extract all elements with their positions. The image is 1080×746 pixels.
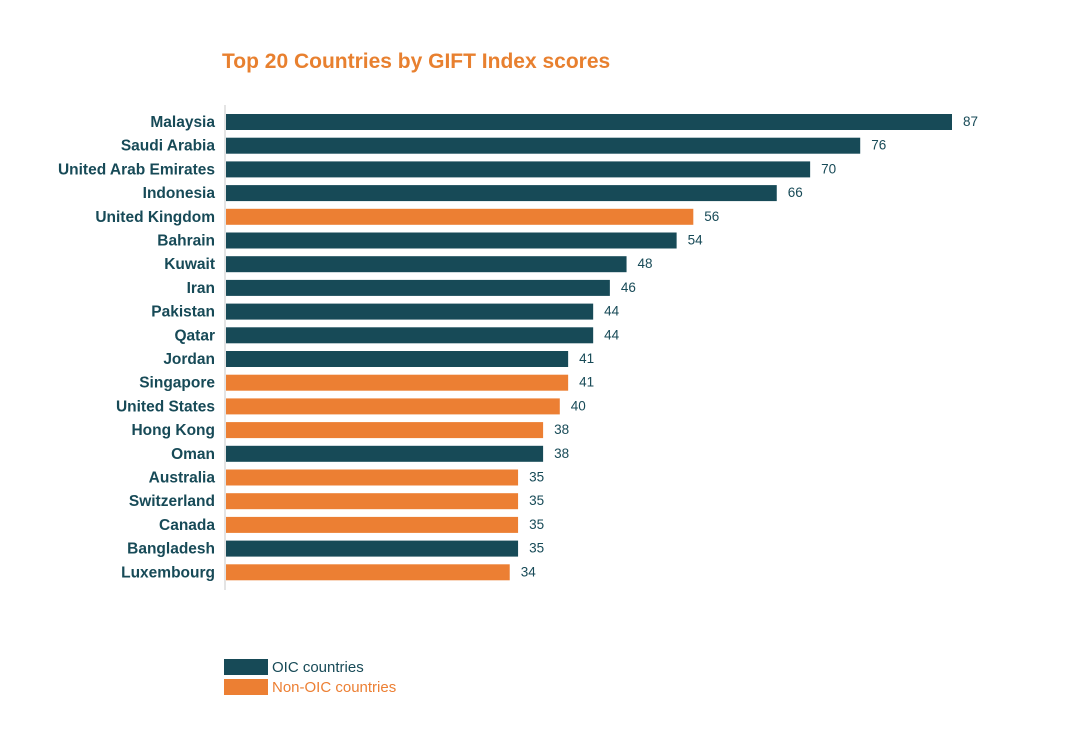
value-label-united-arab-emirates: 70	[821, 161, 836, 176]
bar-switzerland	[226, 493, 519, 510]
legend-swatch-non-oic	[224, 679, 268, 695]
category-label-luxembourg: Luxembourg	[121, 564, 215, 581]
bar-qatar	[226, 327, 594, 344]
bar-united-states	[226, 398, 560, 415]
bar-singapore	[226, 374, 569, 391]
bar-kuwait	[226, 256, 627, 273]
bar-bangladesh	[226, 540, 519, 557]
category-label-switzerland: Switzerland	[129, 493, 215, 510]
value-label-hong-kong: 38	[554, 422, 569, 437]
legend: OIC countries Non-OIC countries	[224, 657, 396, 697]
value-label-indonesia: 66	[788, 185, 803, 200]
legend-label-non-oic: Non-OIC countries	[272, 678, 397, 696]
legend-swatch-oic	[224, 659, 268, 675]
value-label-united-kingdom: 56	[704, 209, 719, 224]
value-label-kuwait: 48	[638, 256, 653, 271]
category-label-united-kingdom: United Kingdom	[95, 209, 215, 226]
bar-canada	[226, 516, 519, 533]
chart-title: Top 20 Countries by GIFT Index scores	[222, 50, 611, 73]
category-label-united-states: United States	[116, 398, 215, 415]
category-label-qatar: Qatar	[175, 327, 216, 344]
bar-united-kingdom	[226, 208, 694, 225]
bar-united-arab-emirates	[226, 161, 811, 178]
legend-item-oic: OIC countries	[224, 657, 396, 677]
bar-iran	[226, 279, 610, 296]
category-label-saudi-arabia: Saudi Arabia	[121, 138, 216, 155]
value-label-iran: 46	[621, 280, 636, 295]
legend-label-oic: OIC countries	[272, 658, 364, 676]
bar-australia	[226, 469, 519, 486]
value-label-switzerland: 35	[529, 493, 544, 508]
category-label-kuwait: Kuwait	[164, 256, 215, 273]
value-label-canada: 35	[529, 517, 544, 532]
category-label-malaysia: Malaysia	[150, 114, 215, 131]
value-label-malaysia: 87	[963, 114, 978, 129]
bar-malaysia	[226, 114, 952, 130]
category-label-iran: Iran	[187, 280, 215, 297]
category-label-jordan: Jordan	[163, 351, 215, 368]
category-label-canada: Canada	[159, 517, 215, 534]
value-label-oman: 38	[554, 446, 569, 461]
category-label-oman: Oman	[171, 446, 215, 463]
category-label-bangladesh: Bangladesh	[127, 541, 215, 558]
bar-indonesia	[226, 185, 777, 202]
value-label-bahrain: 54	[688, 233, 704, 248]
category-label-indonesia: Indonesia	[143, 185, 216, 202]
value-label-pakistan: 44	[604, 304, 620, 319]
category-label-united-arab-emirates: United Arab Emirates	[58, 161, 215, 178]
legend-item-non-oic: Non-OIC countries	[224, 677, 396, 697]
value-label-jordan: 41	[579, 351, 594, 366]
bar-jordan	[226, 351, 569, 367]
category-label-hong-kong: Hong Kong	[131, 422, 215, 439]
category-label-australia: Australia	[149, 470, 216, 487]
value-label-united-states: 40	[571, 398, 586, 413]
bar-luxembourg	[226, 564, 510, 581]
value-label-australia: 35	[529, 470, 544, 485]
value-label-singapore: 41	[579, 375, 594, 390]
bar-saudi-arabia	[226, 137, 861, 154]
value-label-saudi-arabia: 76	[871, 138, 886, 153]
category-label-bahrain: Bahrain	[157, 233, 215, 250]
bar-pakistan	[226, 303, 594, 320]
bar-hong-kong	[226, 422, 544, 439]
category-label-singapore: Singapore	[139, 375, 215, 392]
bar-bahrain	[226, 232, 677, 249]
bar-oman	[226, 445, 544, 462]
value-label-qatar: 44	[604, 327, 620, 342]
value-label-bangladesh: 35	[529, 541, 544, 556]
value-label-luxembourg: 34	[521, 564, 537, 579]
category-label-pakistan: Pakistan	[151, 304, 215, 321]
